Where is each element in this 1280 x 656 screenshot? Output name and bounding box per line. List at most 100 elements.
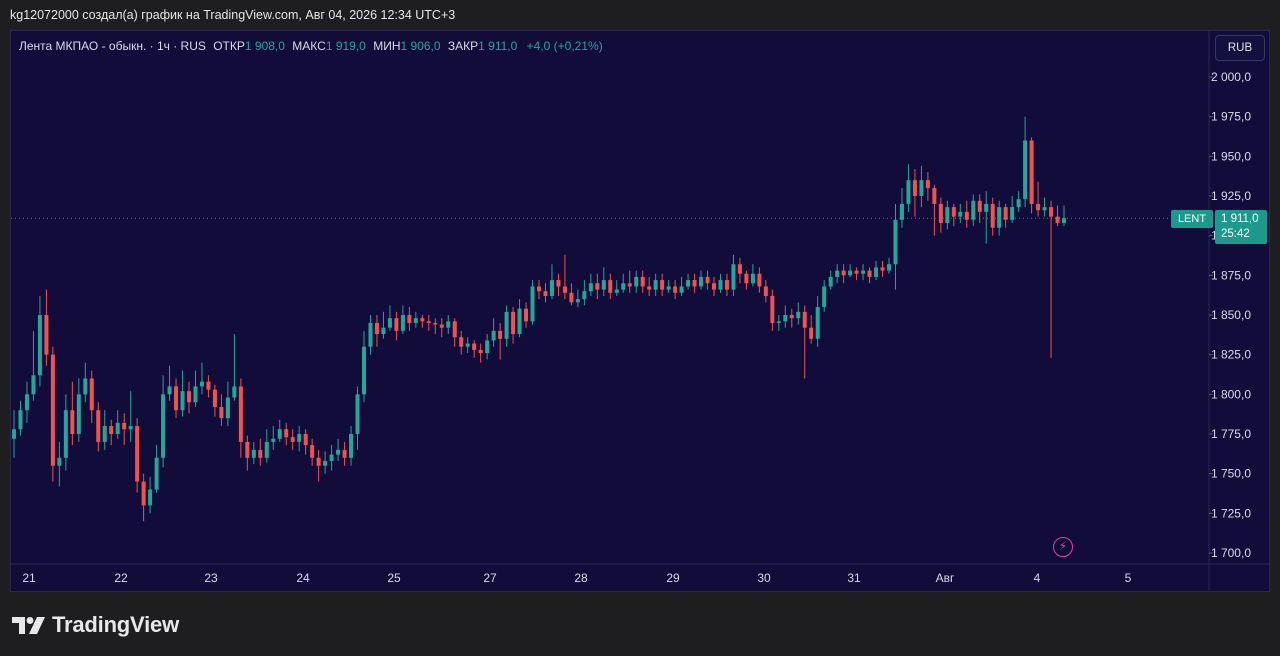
candle-body [485,340,490,354]
candle-body [893,219,898,265]
candle-body [219,407,224,419]
chart-frame[interactable]: 2 000,01 975,01 950,01 925,01 900,01 875… [10,30,1270,592]
candle-body [705,276,710,284]
candle-body [465,343,470,347]
candle-body [737,264,742,274]
high-label: МАКС [292,39,326,53]
candle-body [238,386,243,442]
candle-body [374,322,379,335]
symbol-name[interactable]: Лента МКПАО - обыкн. · 1ч · RUS [19,39,206,53]
candle-body [498,330,503,339]
candle-body [692,280,697,287]
candle-body [562,286,567,293]
ticker-label: LENT [1171,210,1213,228]
candle-body [984,203,989,212]
candle-body [958,211,963,217]
candle-body [575,299,580,303]
x-tick-label: 23 [204,571,218,585]
symbol-legend: Лента МКПАО - обыкн. · 1ч · RUS ОТКР1 90… [19,39,603,53]
candle-body [50,354,55,466]
candle-body [232,386,237,398]
candle-body [154,457,159,490]
x-tick-label: 5 [1125,571,1132,585]
candle-body [18,410,23,430]
candle-body [536,286,542,292]
candle-body [135,426,140,482]
x-tick-label: 25 [387,571,401,585]
candle-body [70,410,75,434]
candle-body [848,270,853,276]
candle-body [556,280,561,287]
currency-button[interactable]: RUB [1215,35,1265,61]
candle-body [783,315,788,322]
x-tick-label: 24 [296,571,310,585]
y-tick-label: 1 825,0 [1211,348,1251,362]
brand-name: TradingView [52,612,179,637]
candle-body [387,318,392,328]
candle-body [770,295,775,323]
candle-body [666,286,671,290]
x-tick-label: Авг [936,571,955,585]
candle-body [290,437,295,442]
candle-body [601,280,606,290]
candle-body [1042,207,1047,211]
close-value: 1 911,0 [478,39,518,53]
candle-body [964,211,969,220]
candle-body [997,207,1002,228]
candle-body [711,283,717,290]
candle-body [83,378,88,395]
candle-body [874,267,879,277]
candle-body [990,203,995,228]
candle-body [472,343,477,350]
y-tick-label: 1 750,0 [1211,467,1251,481]
candle-body [167,386,172,395]
candle-body [329,454,334,461]
candle-body [206,381,211,390]
candle-body [109,426,114,434]
candle-body [478,349,483,354]
candle-body [802,311,807,328]
candle-body [336,449,341,455]
candle-body [1029,140,1034,204]
y-tick-label: 1 800,0 [1211,387,1251,401]
candle-body [102,426,107,442]
candle-body [919,180,924,196]
candle-body [543,291,548,296]
low-label: МИН [373,39,401,53]
candle-body [776,321,781,323]
candle-body [925,180,930,189]
candle-body [634,276,639,287]
candle-body [1010,207,1015,220]
candle-body [899,203,904,220]
y-tick-label: 2 000,0 [1211,70,1251,84]
candle-body [1055,216,1060,223]
candle-body [621,283,626,290]
candle-body [569,292,574,303]
candle-body [614,289,619,293]
candle-body [796,311,801,319]
candle-body [504,311,509,339]
candle-body [906,180,911,204]
candle-body [686,280,691,287]
tradingview-logo-icon [12,617,45,634]
candle-body [381,327,386,335]
candle-body [439,324,444,328]
candle-body [446,321,451,328]
candle-body [731,264,736,290]
candle-body [122,422,127,430]
x-tick-label: 31 [847,571,861,585]
candle-body [511,311,516,335]
last-price-label: 1 911,0 25:42 [1215,210,1267,244]
candle-body [627,283,632,287]
candlestick-chart[interactable]: 2 000,01 975,01 950,01 925,01 900,01 875… [11,31,1269,591]
tradingview-brand[interactable]: TradingView [12,612,179,638]
candle-body [284,429,289,438]
candle-body [588,283,593,292]
candle-body [789,315,794,319]
candle-body [212,389,217,408]
candle-body [750,273,755,284]
candle-body [763,286,768,296]
close-label: ЗАКР [447,39,479,53]
candle-body [277,429,282,439]
lightning-icon[interactable]: ⚡ [1053,537,1073,557]
